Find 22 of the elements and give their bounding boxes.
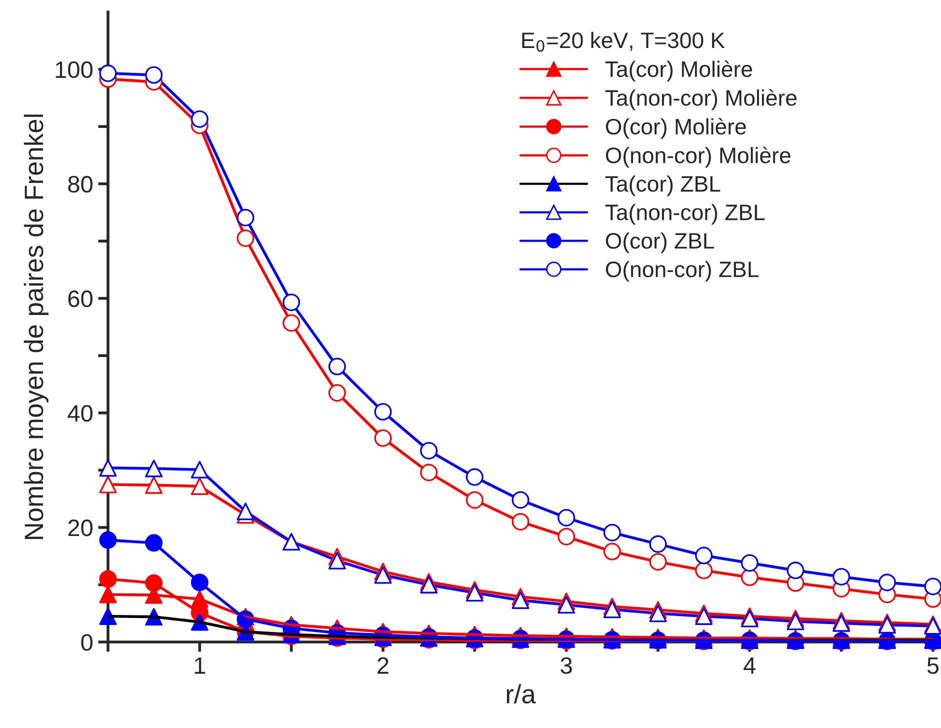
y-tick-label: 100 <box>56 61 92 78</box>
x-axis-title: r/a <box>506 684 536 704</box>
legend-label: Ta(non-cor) Molière <box>605 89 797 110</box>
legend-label: Ta(non-cor) ZBL <box>605 204 765 225</box>
y-tick-label: 60 <box>68 290 92 308</box>
y-tick-label: 20 <box>68 520 92 536</box>
y-tick-label: 80 <box>68 176 92 193</box>
x-tick-label: 3 <box>560 657 572 674</box>
y-tick-label: 40 <box>68 404 92 422</box>
legend-label: O(cor) Molière <box>606 118 746 139</box>
legend-label: O(non-cor) ZBL <box>606 260 758 282</box>
legend-label: O(cor) ZBL <box>606 232 714 254</box>
x-tick-label: 2 <box>378 657 388 674</box>
legend-title: E$_{0}$=20 keV, T=300 K <box>522 32 725 52</box>
y-tick-label: 0 <box>81 634 92 651</box>
y-axis-title: Nombre moyen de paires de Frenkel <box>24 114 48 539</box>
legend-label: O(non-cor) Molière <box>606 146 790 168</box>
x-tick-label: 4 <box>744 657 756 674</box>
legend-label: Ta(cor) ZBL <box>605 175 720 196</box>
x-tick-label: 5 <box>927 657 939 674</box>
x-tick-label: 1 <box>194 657 206 674</box>
legend-label: Ta(cor) Molière <box>605 60 752 82</box>
